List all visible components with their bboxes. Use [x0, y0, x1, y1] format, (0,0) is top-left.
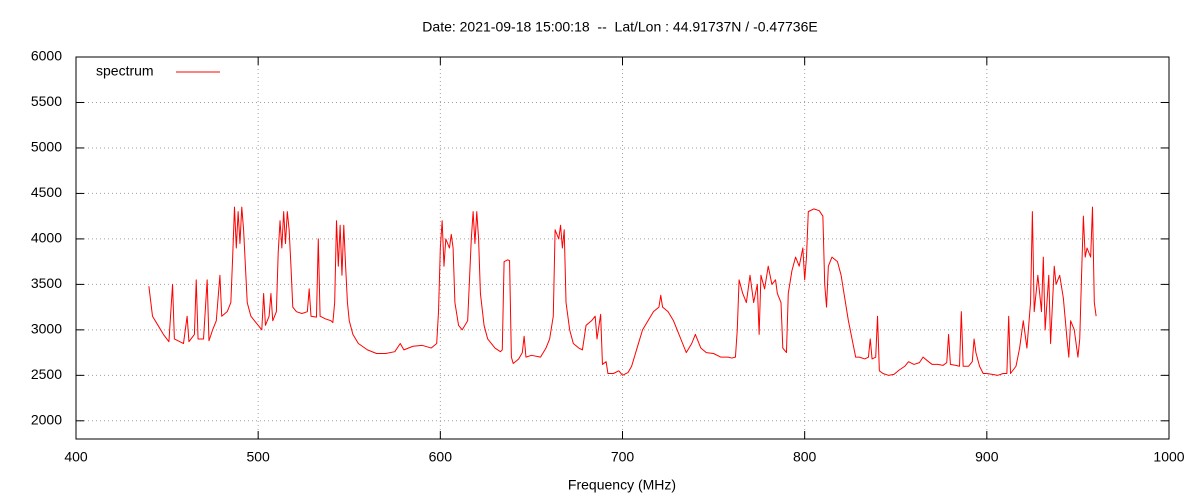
- y-tick-label: 3500: [31, 275, 62, 291]
- y-tick-label: 6000: [31, 48, 62, 64]
- y-tick-label: 2500: [31, 366, 62, 382]
- y-tick-label: 3000: [31, 321, 62, 337]
- plot-border: [75, 56, 1170, 440]
- y-tick-label: 4000: [31, 230, 62, 246]
- y-tick-label: 2000: [31, 412, 62, 428]
- x-tick-label: 600: [429, 449, 453, 465]
- legend-label: spectrum: [96, 63, 154, 79]
- x-tick-label: 400: [64, 449, 88, 465]
- x-axis-label: Frequency (MHz): [568, 477, 676, 493]
- series-line: [148, 206, 1097, 376]
- x-tick-label: 500: [246, 449, 270, 465]
- y-tick-label: 4500: [31, 184, 62, 200]
- x-tick-label: 700: [611, 449, 635, 465]
- chart-title: Date: 2021-09-18 15:00:18 -- Lat/Lon : 4…: [422, 19, 817, 35]
- x-tick-label: 1000: [1153, 449, 1184, 465]
- y-tick-label: 5000: [31, 139, 62, 155]
- x-tick-label: 900: [975, 449, 999, 465]
- y-tick-label: 5500: [31, 93, 62, 109]
- x-tick-label: 800: [793, 449, 817, 465]
